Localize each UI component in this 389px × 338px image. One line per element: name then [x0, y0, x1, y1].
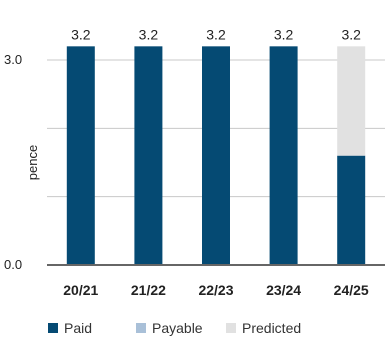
value-labels: 3.2 3.2 3.2 3.2 3.2 — [71, 26, 361, 42]
bar-value-label: 3.2 — [139, 26, 159, 42]
x-category-label: 24/25 — [334, 282, 369, 298]
bar-value-label: 3.2 — [274, 26, 294, 42]
y-tick-label: 0.0 — [4, 257, 22, 272]
x-category-label: 21/22 — [131, 282, 166, 298]
bar-paid-23-24 — [269, 46, 298, 266]
y-tick-label: 3.0 — [4, 52, 22, 67]
legend-swatch-payable — [136, 323, 146, 333]
x-category-label: 23/24 — [266, 282, 301, 298]
legend-label-paid: Paid — [64, 320, 92, 336]
bar-value-label: 3.2 — [206, 26, 226, 42]
bar-paid-20-21 — [66, 46, 95, 266]
category-labels: 20/21 21/22 22/23 23/24 24/25 — [63, 282, 369, 298]
legend-swatch-paid — [48, 323, 58, 333]
x-category-label: 20/21 — [63, 282, 98, 298]
bar-value-label: 3.2 — [71, 26, 91, 42]
legend-label-predicted: Predicted — [242, 320, 301, 336]
x-category-label: 22/23 — [198, 282, 233, 298]
legend-swatch-predicted — [226, 323, 236, 333]
bar-value-label: 3.2 — [341, 26, 361, 42]
legend-label-payable: Payable — [152, 320, 203, 336]
bars — [66, 46, 366, 266]
y-axis-label: pence — [25, 145, 40, 180]
bar-predicted-24-25 — [337, 46, 366, 156]
bar-paid-24-25 — [337, 155, 366, 265]
bar-paid-21-22 — [134, 46, 163, 266]
legend: Paid Payable Predicted — [48, 320, 301, 336]
bar-paid-22-23 — [202, 46, 230, 266]
y-tick-labels: 0.0 3.0 — [4, 52, 22, 272]
